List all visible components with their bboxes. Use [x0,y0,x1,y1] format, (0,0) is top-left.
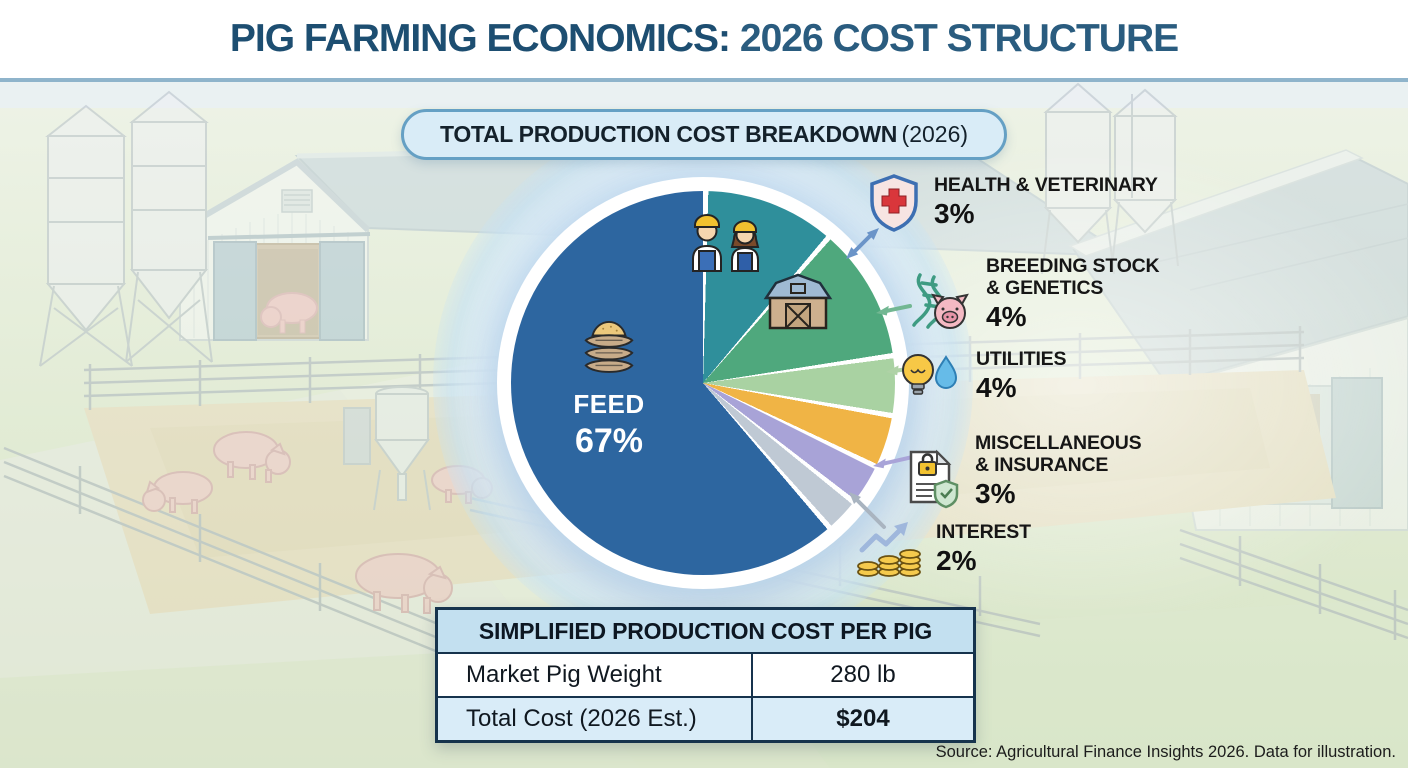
pig [213,431,291,483]
header-divider [0,78,1408,82]
legend-item-interest: INTEREST 2% [856,520,1031,578]
legend-item-health-veterinary: HEALTH & VETERINARY 3% [868,174,1158,232]
table-row-value: 280 lb [750,654,973,696]
legend-label-line2: & INSURANCE [975,454,1109,477]
chart-title-text: TOTAL PRODUCTION COST BREAKDOWN [439,121,898,147]
sky-strip [0,78,1408,108]
pig-in-doorway [260,292,318,334]
legend-label: MISCELLANEOUS [975,432,1142,454]
chart-title-year: (2026) [901,121,969,147]
pig [355,553,453,614]
cost-table-title: SIMPLIFIED PRODUCTION COST PER PIG [438,610,973,654]
header-bar: PIG FARMING ECONOMICS: 2026 COST STRUCTU… [0,0,1408,78]
chart-title-badge: TOTAL PRODUCTION COST BREAKDOWN (2026) [400,109,1008,160]
legend-label: INTEREST [936,520,1031,543]
feed-category-label: FEED [573,389,645,419]
document-lock-shield-icon [909,450,959,509]
feed-hopper [343,386,431,511]
shield-cross-icon [870,174,918,232]
feed-percent-label: 67% [574,422,644,460]
legend-label: HEALTH & VETERINARY [934,174,1158,196]
page-title-secondary: 2026 COST STRUCTURE [739,17,1179,60]
legend-item-miscellaneous-insurance: MISCELLANEOUS & INSURANCE 3% [903,432,1142,510]
legend-percent: 4% [976,372,1017,404]
table-row-value: $204 [750,698,973,740]
feed-sacks-icon [584,320,634,373]
page-title-primary: PIG FARMING ECONOMICS: [229,17,731,60]
table-row: Market Pig Weight 280 lb [438,654,973,698]
barn-icon [763,273,833,330]
page-title: PIG FARMING ECONOMICS: 2026 COST STRUCTU… [229,17,1179,61]
table-row: Total Cost (2026 Est.) $204 [438,698,973,740]
legend-percent: 2% [936,545,977,577]
legend-percent: 3% [975,478,1016,510]
legend-label-line2: & GENETICS [986,277,1104,300]
legend-item-breeding-genetics: BREEDING STOCK & GENETICS 4% [906,255,1160,333]
legend-percent: 4% [986,301,1027,333]
feed-silos-left [39,90,213,367]
pig [142,471,213,514]
pie-center-label: FEED 67% [549,389,669,461]
legend-item-utilities: UTILITIES 4% [898,348,1066,404]
legend-percent: 3% [934,198,975,230]
coins-growth-icon [857,522,921,577]
table-row-label: Market Pig Weight [466,661,662,688]
cost-table: SIMPLIFIED PRODUCTION COST PER PIG Marke… [435,607,976,743]
pie-chart: FEED 67% [497,177,909,589]
dna-pig-icon [912,273,969,330]
table-row-label: Total Cost (2026 Est.) [466,705,697,732]
legend-label: UTILITIES [976,348,1067,370]
farmers-icon [692,214,760,272]
source-note: Source: Agricultural Finance Insights 20… [935,743,1396,761]
bulb-droplet-icon [902,354,958,395]
legend-label: BREEDING STOCK [986,255,1160,277]
